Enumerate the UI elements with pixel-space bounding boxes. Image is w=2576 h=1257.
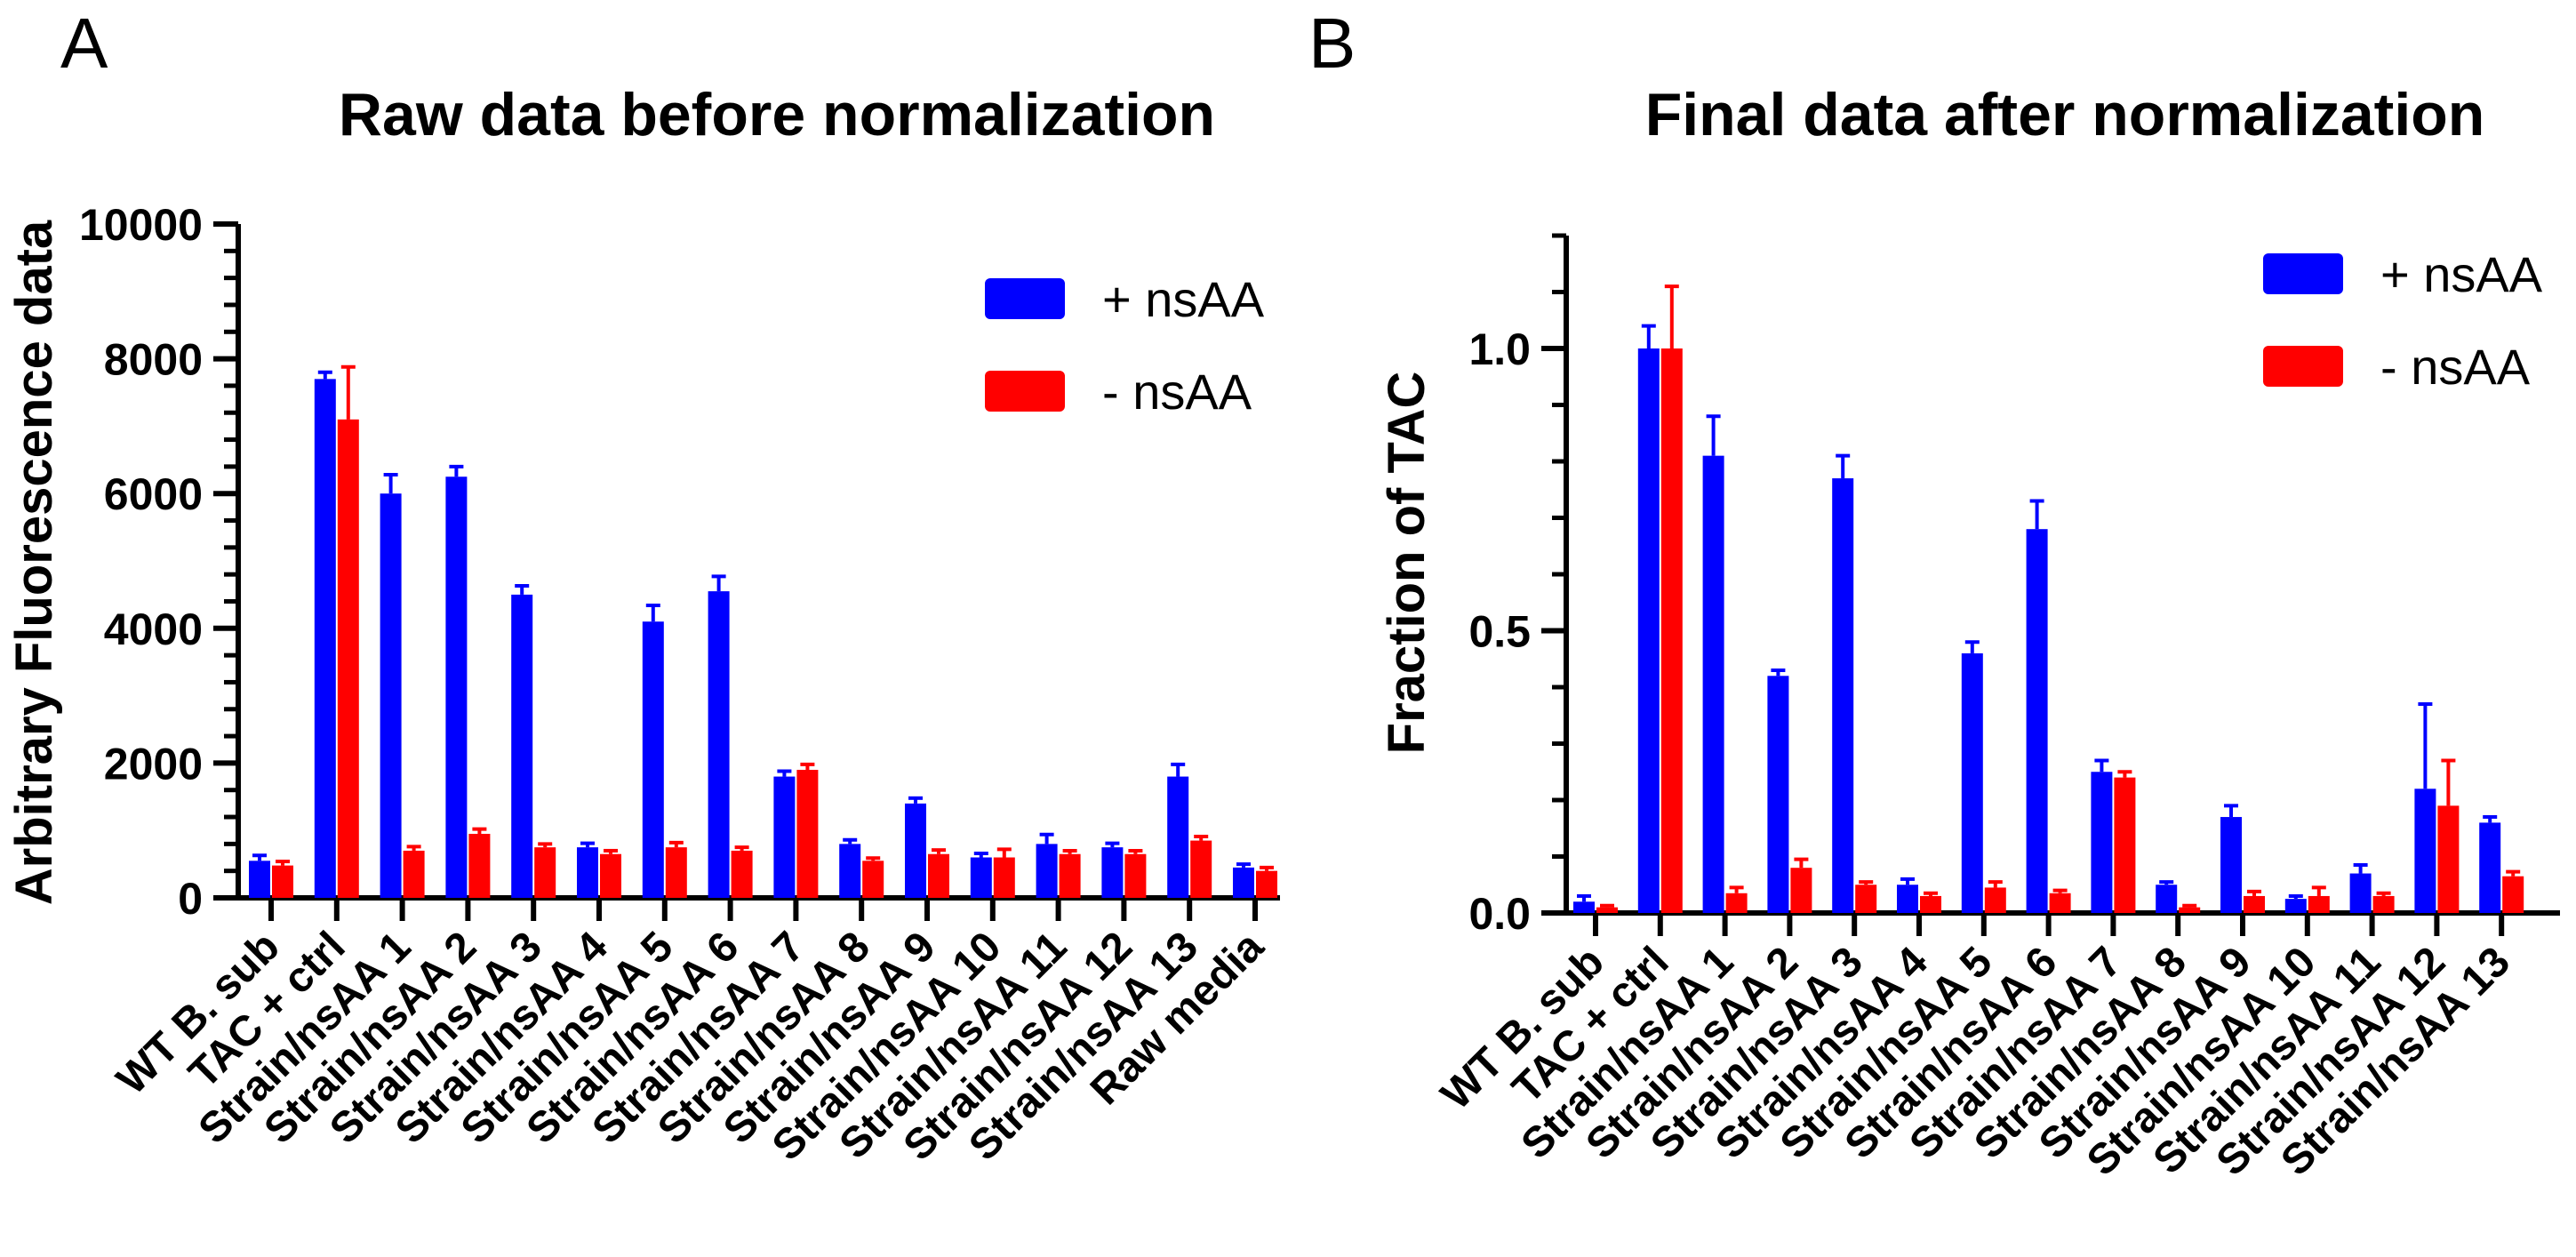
panel-a-y-tick-label: 2000 (104, 739, 203, 789)
panel-a-title: Raw data before normalization (339, 81, 1215, 148)
panel-a-bar-minus-nsaa (862, 861, 884, 898)
panel-a-legend-label: - nsAA (1102, 364, 1252, 420)
panel-b-bar-plus-nsaa (2156, 885, 2178, 913)
panel-b-bar-minus-nsaa (1920, 895, 1941, 913)
panel-a-bar-minus-nsaa (403, 850, 425, 898)
panel-a-legend-label: + nsAA (1102, 271, 1265, 327)
panel-b-y-tick-label: 1.0 (1468, 324, 1531, 374)
panel-a-bar-plus-nsaa (708, 591, 730, 898)
panel-a-bar-minus-nsaa (272, 865, 293, 898)
panel-b-bar-minus-nsaa (2502, 876, 2524, 913)
panel-b-chart: B Final data after normalization Fractio… (1308, 4, 2560, 1185)
panel-b-letter: B (1308, 4, 1356, 83)
panel-a-bar-minus-nsaa (1124, 853, 1147, 898)
panel-a-bar-plus-nsaa (380, 493, 402, 898)
panel-b-bar-minus-nsaa (1596, 907, 1618, 913)
panel-b-bar-plus-nsaa (1767, 676, 1789, 913)
panel-b-bar-plus-nsaa (2414, 789, 2436, 913)
panel-b-bar-plus-nsaa (1637, 348, 1660, 913)
panel-a-bar-plus-nsaa (511, 594, 533, 898)
panel-a-bar-plus-nsaa (1233, 867, 1254, 898)
panel-a-bar-plus-nsaa (905, 803, 926, 898)
panel-a-y-tick-label: 6000 (104, 469, 203, 519)
panel-b-bar-plus-nsaa (1832, 478, 1854, 913)
panel-b-bar-plus-nsaa (1702, 455, 1724, 913)
panel-a-legend-swatch (985, 371, 1065, 412)
panel-a-chart: A Raw data before normalization Arbitrar… (5, 4, 1280, 1170)
panel-b-bar-plus-nsaa (2026, 529, 2048, 913)
panel-b-bar-plus-nsaa (2091, 772, 2113, 913)
panel-b-legend-label: + nsAA (2380, 246, 2543, 302)
panel-b-bar-plus-nsaa (2220, 817, 2242, 913)
panel-a-legend-swatch (985, 278, 1065, 319)
panel-a-letter: A (60, 4, 108, 83)
panel-a-y-tick-label: 0 (178, 874, 203, 924)
panel-b-bar-minus-nsaa (2372, 895, 2395, 913)
panel-a-bar-plus-nsaa (1036, 844, 1058, 898)
panel-b-legend-swatch (2263, 253, 2343, 294)
panel-a-bar-minus-nsaa (468, 833, 491, 898)
panel-a-bar-minus-nsaa (1059, 853, 1081, 898)
panel-b-bar-minus-nsaa (2179, 907, 2201, 913)
panel-b-legend-label: - nsAA (2380, 339, 2531, 395)
panel-a-bar-minus-nsaa (1190, 840, 1212, 898)
panel-a-bar-minus-nsaa (1256, 870, 1277, 898)
panel-b-bar-minus-nsaa (2437, 805, 2460, 913)
panel-a-bar-plus-nsaa (970, 857, 992, 898)
panel-b-bar-minus-nsaa (2114, 777, 2136, 913)
panel-b-y-tick-label: 0.0 (1468, 889, 1531, 939)
panel-a-bar-minus-nsaa (731, 850, 753, 898)
panel-a-bar-plus-nsaa (1101, 847, 1124, 898)
panel-b-bar-minus-nsaa (2308, 895, 2330, 913)
panel-a-y-tick-label: 4000 (104, 604, 203, 654)
panel-a-bar-plus-nsaa (249, 861, 270, 898)
panel-a-bar-plus-nsaa (773, 776, 796, 898)
panel-b-bar-plus-nsaa (2284, 899, 2307, 913)
panel-b-y-axis-label: Fraction of TAC (1378, 372, 1436, 755)
panel-b-bar-minus-nsaa (1660, 348, 1683, 913)
panel-a-bar-minus-nsaa (534, 847, 556, 898)
panel-b-y-tick-label: 0.5 (1468, 607, 1531, 657)
panel-a-bar-plus-nsaa (314, 379, 336, 899)
panel-b-bar-plus-nsaa (1897, 885, 1918, 913)
panel-b-bar-minus-nsaa (1855, 885, 1877, 913)
panel-a-bar-plus-nsaa (839, 844, 861, 898)
panel-b-bar-minus-nsaa (2049, 893, 2071, 913)
panel-a-bar-minus-nsaa (337, 419, 359, 898)
panel-b-bar-plus-nsaa (1573, 901, 1595, 913)
panel-a-bar-minus-nsaa (928, 853, 949, 898)
panel-a-bar-plus-nsaa (1167, 776, 1189, 898)
panel-b-bar-minus-nsaa (2244, 895, 2265, 913)
panel-a-y-axis-label: Arbitrary Fluorescence data (5, 220, 63, 905)
panel-b-bar-plus-nsaa (2349, 873, 2372, 913)
panel-b-legend-swatch (2263, 346, 2343, 387)
panel-b-bar-plus-nsaa (2479, 822, 2501, 913)
panel-a-y-tick-label: 8000 (104, 335, 203, 385)
panel-a-bar-plus-nsaa (445, 476, 468, 898)
panel-b-bar-minus-nsaa (1984, 887, 2006, 913)
panel-b-bar-minus-nsaa (1790, 868, 1812, 913)
panel-a-bar-minus-nsaa (600, 853, 621, 898)
panel-a-y-tick-label: 10000 (79, 200, 203, 250)
panel-a-bar-plus-nsaa (642, 621, 664, 898)
panel-a-bar-minus-nsaa (665, 847, 687, 898)
panel-a-bar-plus-nsaa (577, 847, 598, 898)
panel-a-bar-minus-nsaa (796, 769, 819, 898)
panel-b-bar-minus-nsaa (1725, 893, 1748, 913)
panel-b-bar-plus-nsaa (1961, 653, 1983, 913)
panel-a-bar-minus-nsaa (993, 857, 1015, 898)
panel-b-title: Final data after normalization (1645, 81, 2485, 148)
